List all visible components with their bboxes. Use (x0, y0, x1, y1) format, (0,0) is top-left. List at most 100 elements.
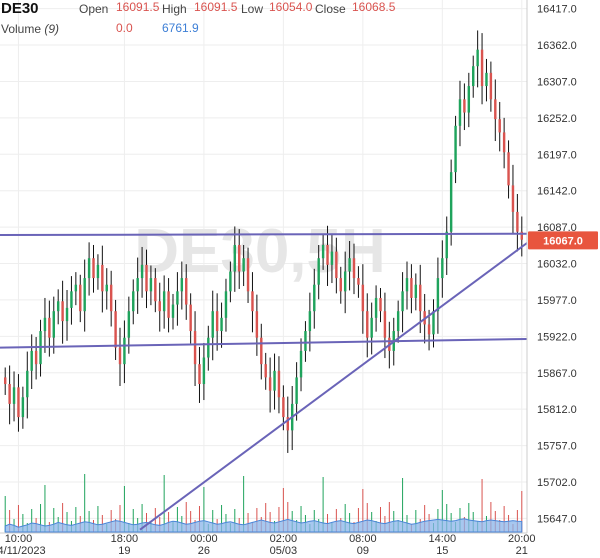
candle-body (21, 397, 25, 418)
candle-body (145, 264, 148, 292)
candle-body (321, 244, 325, 259)
open-label: Open (79, 2, 109, 16)
x-tick-time: 20:00 (508, 533, 536, 545)
close-value: 16068.5 (352, 0, 396, 14)
candle-body (445, 231, 448, 259)
x-tick-time: 18:00 (111, 533, 139, 545)
candle-body (427, 324, 431, 335)
candle-body (202, 357, 206, 385)
candle-body (454, 125, 457, 173)
candle-body (516, 211, 519, 232)
candle-body (233, 244, 237, 272)
candle-body (295, 377, 298, 404)
open-value: 16091.5 (116, 0, 160, 14)
candle-body (70, 291, 73, 308)
y-tick-label: 16362.0 (537, 40, 577, 52)
candle-body (34, 350, 38, 365)
candle-body (352, 258, 356, 279)
candle-body (238, 244, 241, 272)
candle-body (282, 397, 285, 418)
candle-body (215, 311, 219, 332)
candle-body (229, 271, 232, 292)
candle-body (383, 311, 387, 338)
x-tick-date: 04/11/2023 (0, 545, 46, 557)
symbol-label: DE30 (1, 0, 39, 17)
candle-body (83, 278, 86, 312)
candle-body (87, 258, 91, 279)
candle-body (101, 264, 104, 292)
candle-body (441, 258, 444, 279)
candle-body (12, 387, 16, 404)
candle-body (176, 291, 179, 305)
candle-body (264, 364, 267, 378)
volume-label-text: Volume (1, 22, 42, 36)
candle-body (339, 278, 342, 292)
candle-body (308, 311, 312, 332)
candle-body (123, 337, 126, 365)
candle-body (140, 264, 144, 279)
candle-body (494, 99, 497, 120)
candle-body (520, 231, 524, 240)
ohlc-open: Open (79, 2, 108, 16)
candle-body (193, 331, 197, 365)
y-tick-label: 16032.0 (537, 259, 577, 271)
candle-body (326, 244, 329, 265)
candle-body (136, 278, 139, 292)
candle-body (480, 49, 484, 87)
candle-body (48, 317, 51, 338)
rising-trend-line (139, 242, 528, 531)
candle-body (3, 377, 7, 385)
candle-body (379, 297, 382, 312)
candle-body (255, 311, 259, 338)
candle-body (498, 119, 501, 133)
y-tick-label: 15977.0 (537, 295, 577, 307)
candle-body (405, 278, 409, 292)
candle-body (472, 66, 475, 87)
x-tick-time: 08:00 (349, 533, 377, 545)
candle-body (158, 301, 161, 312)
y-tick-label: 15757.0 (537, 441, 577, 453)
candle-body (335, 251, 338, 279)
candle-body (317, 258, 320, 285)
volume-label: Volume (9) (1, 22, 59, 36)
candle-body (74, 284, 78, 292)
volume-ma-area (4, 518, 523, 533)
candle-body (56, 301, 60, 312)
candle-body (432, 311, 435, 335)
candle-body (127, 311, 131, 338)
candle-body (273, 370, 276, 391)
candle-body (17, 387, 20, 418)
low-label: Low (241, 2, 264, 16)
y-tick-label: 16307.0 (537, 76, 577, 88)
volume-period: (9) (44, 22, 60, 36)
volume-value: 0.0 (116, 21, 133, 35)
candle-body (154, 278, 157, 302)
candle-body (242, 258, 245, 272)
volume-ma-value: 6761.9 (162, 21, 199, 35)
x-tick-date: 19 (118, 545, 130, 557)
low-value: 16054.0 (269, 0, 313, 14)
candle-body (366, 311, 369, 338)
y-tick-label: 15867.0 (537, 368, 577, 380)
candle-body (277, 370, 281, 398)
candle-body (348, 258, 351, 272)
candle-body (224, 291, 228, 318)
last-price-label: 16067.0 (543, 235, 583, 247)
last-price-tag (528, 231, 598, 250)
x-tick-time: 00:00 (190, 533, 218, 545)
candle-body (162, 291, 166, 312)
resistance-line (0, 232, 528, 237)
candle-body (463, 99, 466, 113)
candle-body (118, 347, 122, 365)
candle-body (370, 317, 373, 338)
chart-grid (0, 0, 527, 533)
x-tick-date: 26 (198, 545, 210, 557)
candle-body (502, 132, 506, 153)
candle-body (198, 364, 201, 385)
candle-body (268, 377, 272, 391)
candle-body (167, 291, 170, 318)
x-tick-date: 09 (357, 545, 369, 557)
trend-lines (0, 232, 528, 531)
